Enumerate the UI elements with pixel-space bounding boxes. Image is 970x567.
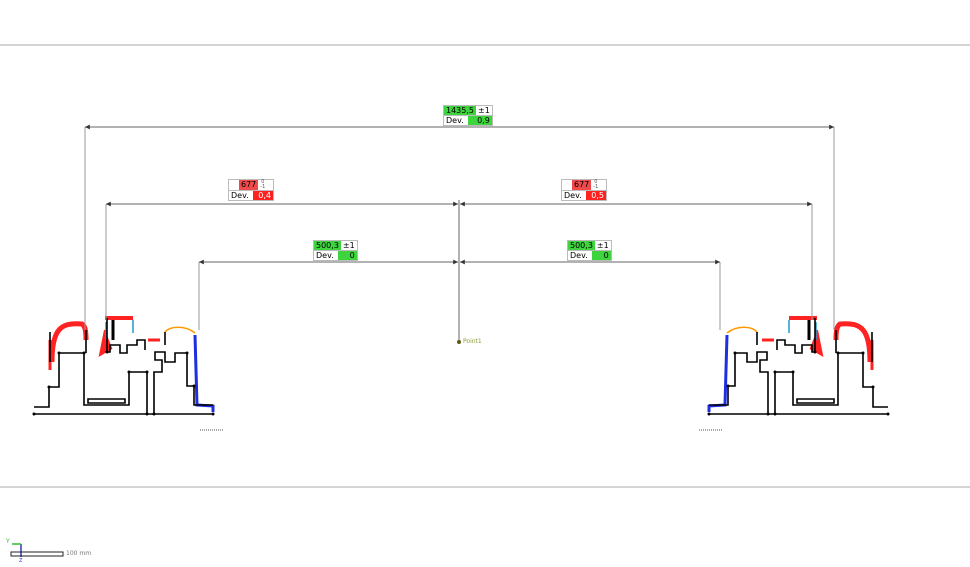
dev-label: Dev.: [570, 251, 588, 260]
dev-label: Dev.: [316, 251, 334, 260]
tol-upper: 0: [261, 179, 265, 185]
dim-value: 677: [239, 180, 259, 190]
axis-triad: [10, 543, 64, 557]
dimension-label-right-677[interactable]: 677 0 -1 Dev. 0,5: [561, 179, 607, 201]
dimension-label-left-500[interactable]: 500,3 ±1 Dev. 0: [313, 240, 358, 261]
dim-value: 1435,5: [444, 106, 476, 115]
dev-value: 0,9: [468, 116, 492, 125]
dimension-label-overall[interactable]: 1435,5 ±1 Dev. 0,9: [443, 105, 493, 126]
tol-upper: 0: [594, 179, 598, 185]
dimension-label-right-500[interactable]: 500,3 ±1 Dev. 0: [567, 240, 612, 261]
dev-value: 0,5: [586, 191, 606, 200]
axis-z-label: Z: [19, 558, 23, 564]
axis-y-label: Y: [6, 538, 10, 545]
dev-value: 0: [338, 251, 357, 260]
dim-tolerance: ±1: [342, 241, 355, 250]
dev-value: 0: [592, 251, 611, 260]
dev-label: Dev.: [446, 116, 464, 125]
scale-bar: [10, 551, 64, 557]
dim-tolerance: ±1: [478, 106, 490, 115]
tol-lower: -1: [260, 184, 266, 190]
scale-bar-label: 100 mm: [66, 550, 92, 557]
dim-value: 500,3: [314, 241, 341, 250]
point1-label: Point1: [463, 338, 482, 345]
dev-label: Dev.: [564, 191, 582, 200]
dev-label: Dev.: [231, 191, 249, 200]
tol-lower: -1: [593, 184, 599, 190]
dimension-label-left-677[interactable]: 677 0 -1 Dev. 0,4: [228, 179, 274, 201]
left-rail-profile[interactable]: [33, 318, 225, 430]
right-rail-profile[interactable]: [698, 318, 890, 430]
dim-value: 500,3: [568, 241, 595, 250]
point1-marker[interactable]: [457, 340, 461, 344]
dev-value: 0,4: [253, 191, 273, 200]
dim-tolerance: ±1: [596, 241, 609, 250]
dim-value: 677: [572, 180, 592, 190]
